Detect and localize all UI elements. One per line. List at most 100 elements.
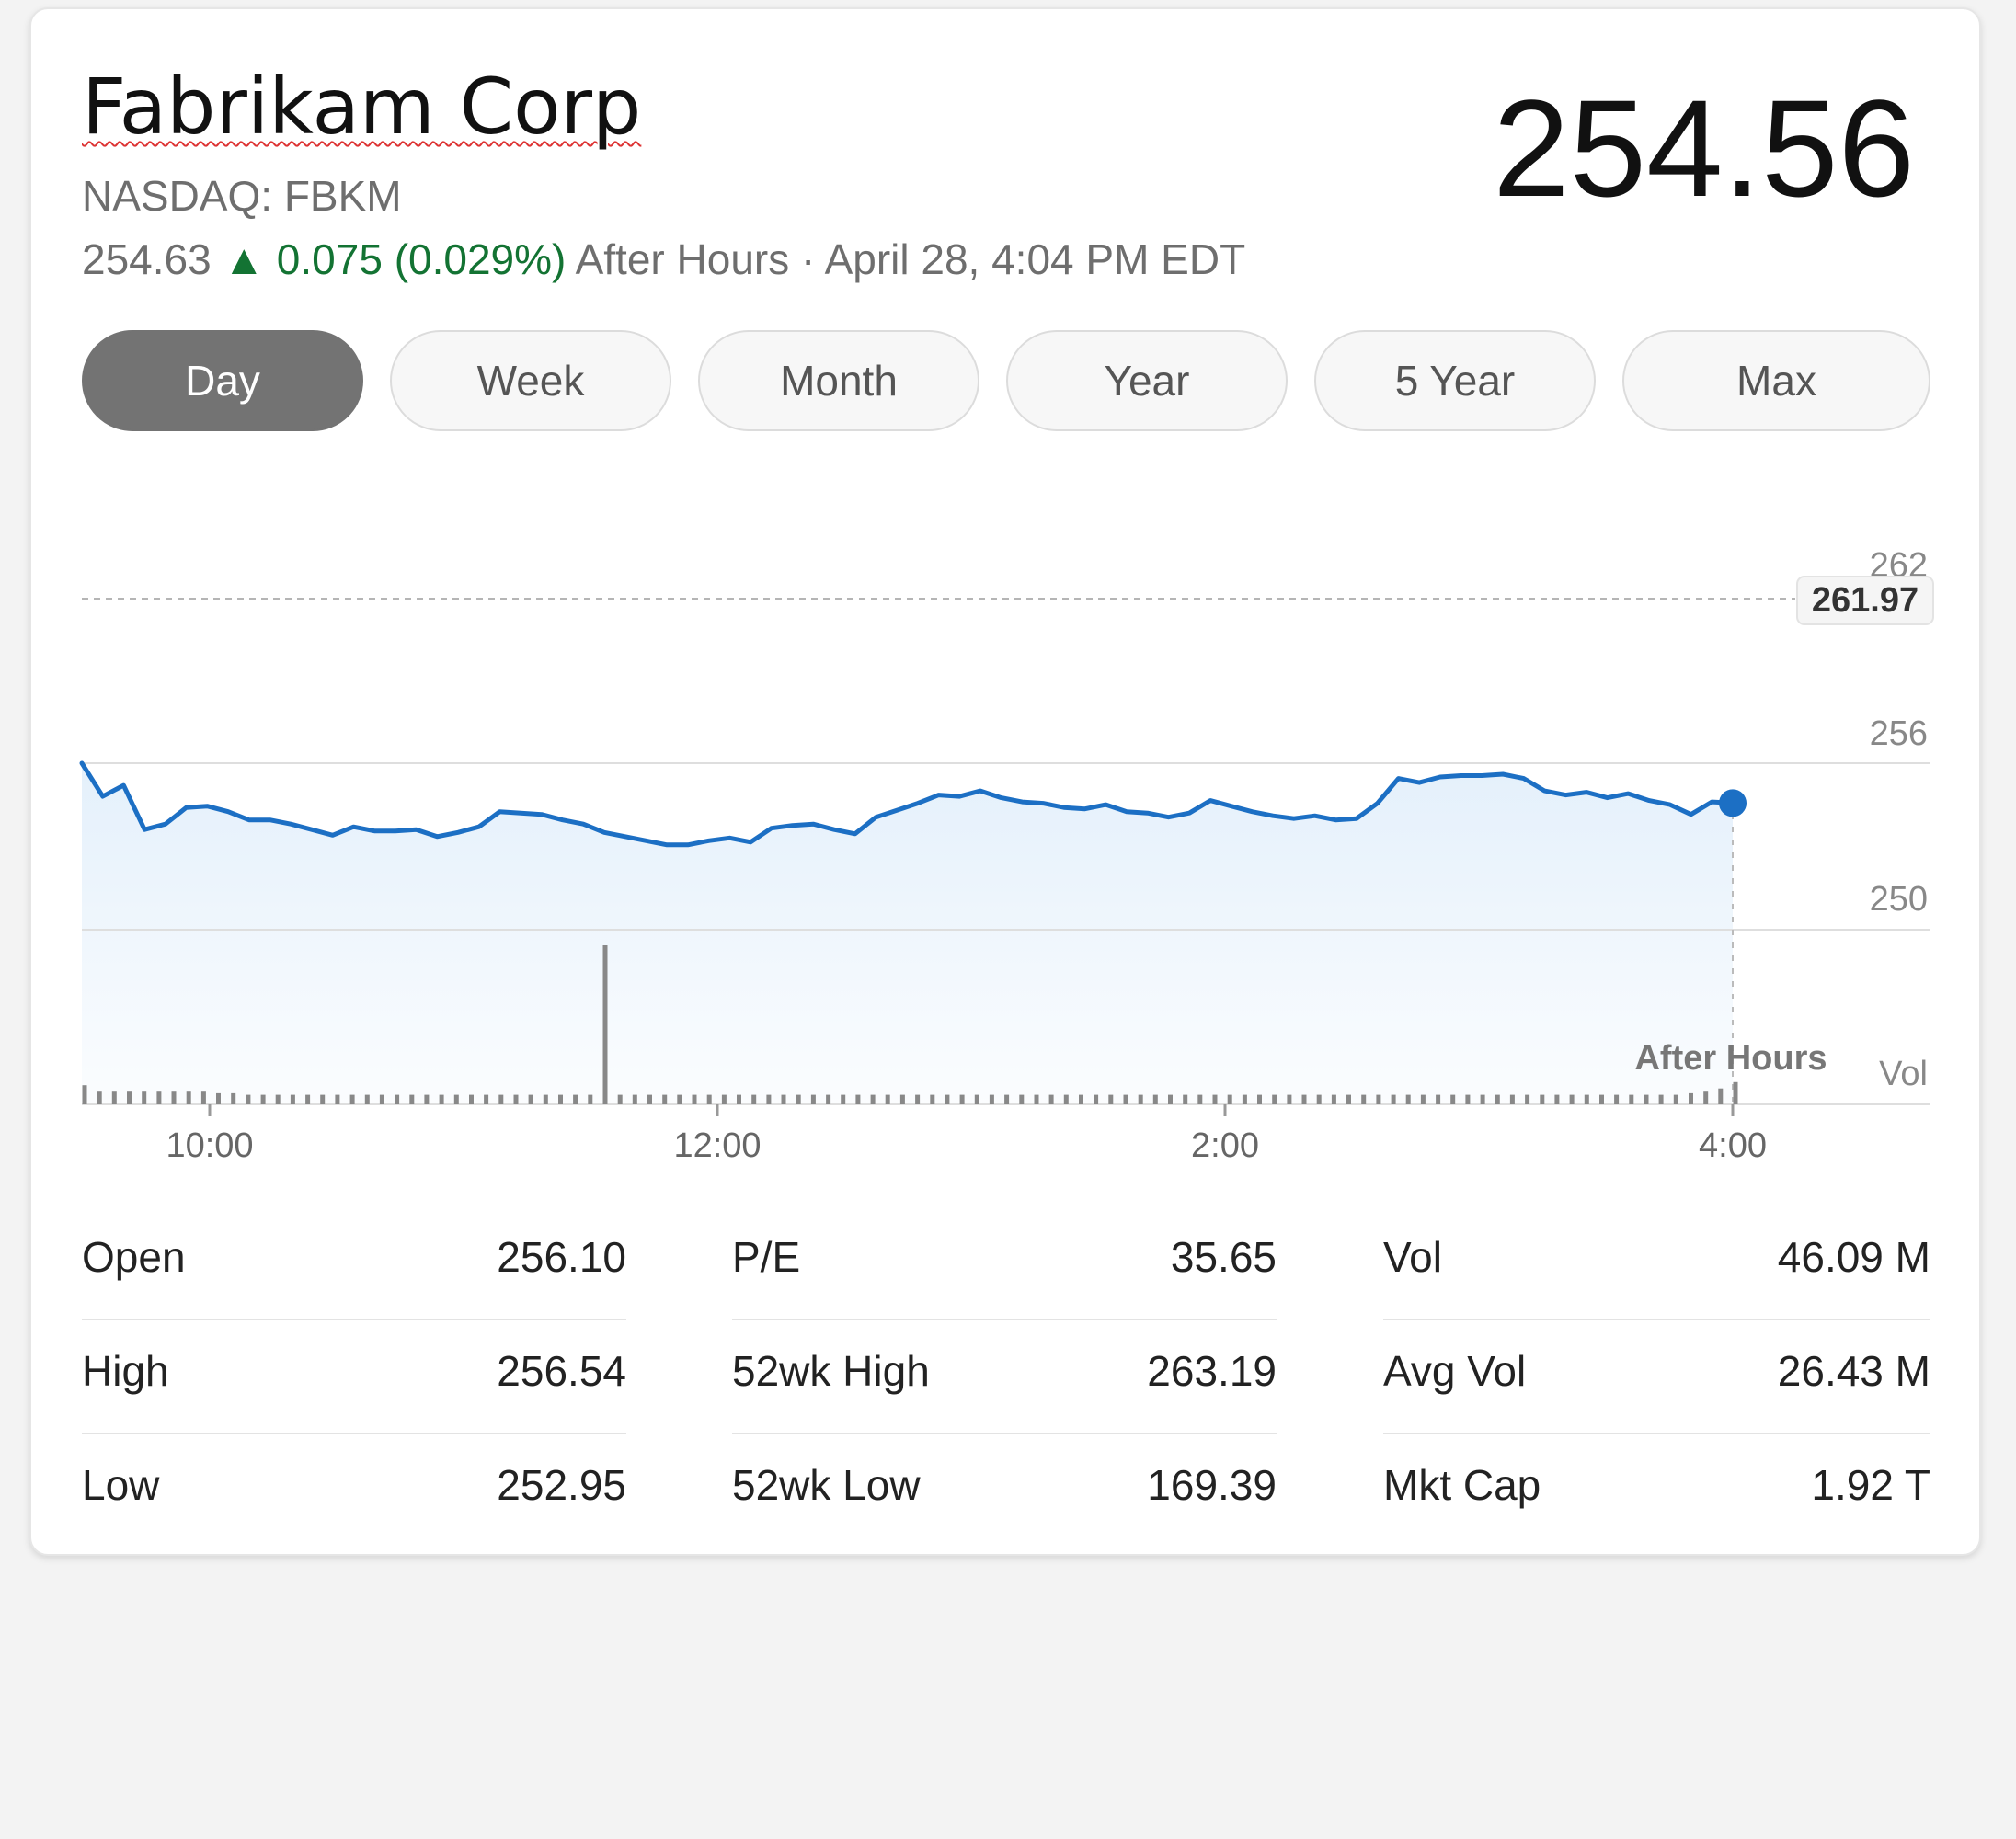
volume-bars — [82, 945, 1738, 1104]
volume-bar — [1227, 1094, 1232, 1104]
volume-bar — [1376, 1094, 1381, 1104]
volume-bar — [513, 1094, 519, 1104]
volume-bar — [1301, 1094, 1307, 1104]
volume-bar — [1525, 1094, 1530, 1104]
price-chart[interactable]: 262 261.97 256 250 Vol After Hours 10:00… — [31, 9, 1983, 1205]
volume-bar — [1138, 1094, 1143, 1104]
volume-bar — [899, 1094, 905, 1104]
volume-bar — [528, 1094, 533, 1104]
volume-bar — [1168, 1094, 1173, 1104]
x-axis-ticks — [208, 1104, 1735, 1116]
volume-bar — [1108, 1094, 1114, 1104]
tab-day[interactable]: Day — [82, 330, 363, 431]
volume-bar — [1183, 1094, 1188, 1104]
volume-bar — [1405, 1094, 1411, 1104]
volume-bar — [632, 1094, 637, 1104]
volume-bar — [1391, 1094, 1396, 1104]
volume-bar — [231, 1092, 236, 1104]
volume-bar — [989, 1094, 994, 1104]
volume-bar — [930, 1094, 935, 1104]
volume-bar — [127, 1091, 132, 1104]
volume-bar — [246, 1094, 251, 1104]
volume-bar — [142, 1091, 147, 1104]
volume-bar — [1629, 1094, 1634, 1104]
tab-5-year[interactable]: 5 Year — [1314, 330, 1596, 431]
volume-bar — [1436, 1094, 1441, 1104]
volume-bar — [810, 1094, 816, 1104]
volume-bar — [721, 1094, 727, 1104]
stat-low: Low 252.95 — [82, 1461, 626, 1509]
reference-value-label: 261.97 — [1812, 581, 1919, 620]
volume-bar — [1733, 1081, 1738, 1104]
stat-52wk-low: 52wk Low 169.39 — [732, 1461, 1277, 1509]
volume-bar — [1465, 1094, 1471, 1104]
volume-bar — [200, 1091, 206, 1104]
volume-bar — [1673, 1094, 1678, 1104]
after-hours-quote: 254.63 ▲ 0.075 (0.029%) After Hours · Ap… — [82, 234, 1245, 284]
volume-bar — [974, 1094, 979, 1104]
tab-month[interactable]: Month — [698, 330, 979, 431]
stat-vol: Vol 46.09 M — [1383, 1205, 1930, 1320]
volume-bar — [1509, 1094, 1515, 1104]
volume-bar — [1019, 1094, 1025, 1104]
volume-bar — [1718, 1088, 1724, 1104]
volume-bar — [1063, 1094, 1069, 1104]
after-hours-chart-label: After Hours — [1634, 1039, 1827, 1078]
up-arrow-icon: ▲ — [223, 235, 266, 283]
volume-bar — [320, 1094, 326, 1104]
volume-bar — [395, 1094, 400, 1104]
price-area-fill — [82, 763, 1733, 1104]
volume-bar — [617, 1094, 623, 1104]
range-tabs: Day Week Month Year 5 Year Max — [82, 330, 1930, 433]
tab-year[interactable]: Year — [1006, 330, 1288, 431]
after-hours-price: 254.63 — [82, 235, 212, 283]
tab-week[interactable]: Week — [390, 330, 671, 431]
volume-bar — [1034, 1094, 1039, 1104]
volume-bar — [706, 1094, 712, 1104]
volume-bar — [826, 1094, 831, 1104]
volume-bar — [1094, 1094, 1099, 1104]
volume-bar — [1584, 1094, 1589, 1104]
volume-bar — [364, 1094, 370, 1104]
volume-bar — [1123, 1094, 1128, 1104]
volume-bar — [1495, 1094, 1500, 1104]
volume-bar — [260, 1094, 266, 1104]
volume-bar — [186, 1091, 191, 1104]
volume-bar — [111, 1091, 117, 1104]
tab-max[interactable]: Max — [1622, 330, 1930, 431]
volume-bar — [1152, 1094, 1158, 1104]
price-change: 0.075 (0.029%) — [276, 235, 567, 283]
volume-bar — [885, 1094, 890, 1104]
volume-bar — [692, 1094, 697, 1104]
volume-bar — [1644, 1094, 1649, 1104]
volume-bar — [766, 1094, 772, 1104]
stat-open: Open 256.10 — [82, 1205, 626, 1320]
price-line — [79, 760, 1735, 848]
volume-bar — [1658, 1094, 1664, 1104]
x-tick-label-1000: 10:00 — [166, 1126, 253, 1165]
volume-bar — [335, 1094, 340, 1104]
volume-bar — [1599, 1094, 1604, 1104]
x-tick-label-200: 2:00 — [1191, 1126, 1259, 1165]
company-name-text: Fabrikam Corp — [82, 62, 642, 152]
volume-bar — [1004, 1094, 1010, 1104]
volume-bar — [1287, 1094, 1292, 1104]
volume-axis-label: Vol — [1879, 1055, 1928, 1093]
volume-bar — [82, 1085, 87, 1104]
volume-bar — [1331, 1094, 1336, 1104]
volume-bar — [1346, 1094, 1351, 1104]
ticker-symbol: NASDAQ: FBKM — [82, 172, 402, 220]
volume-bar — [1569, 1094, 1575, 1104]
volume-bar — [424, 1094, 430, 1104]
volume-bar — [1079, 1094, 1083, 1104]
volume-bar — [1361, 1094, 1367, 1104]
reference-value-badge — [1796, 576, 1934, 625]
volume-bar — [1212, 1094, 1218, 1104]
volume-bar — [959, 1094, 965, 1104]
volume-bar — [841, 1094, 846, 1104]
volume-bar — [439, 1094, 444, 1104]
volume-bar — [275, 1094, 281, 1104]
volume-bar — [1316, 1094, 1322, 1104]
volume-bar — [1257, 1094, 1262, 1104]
last-price-marker[interactable] — [1719, 789, 1747, 817]
